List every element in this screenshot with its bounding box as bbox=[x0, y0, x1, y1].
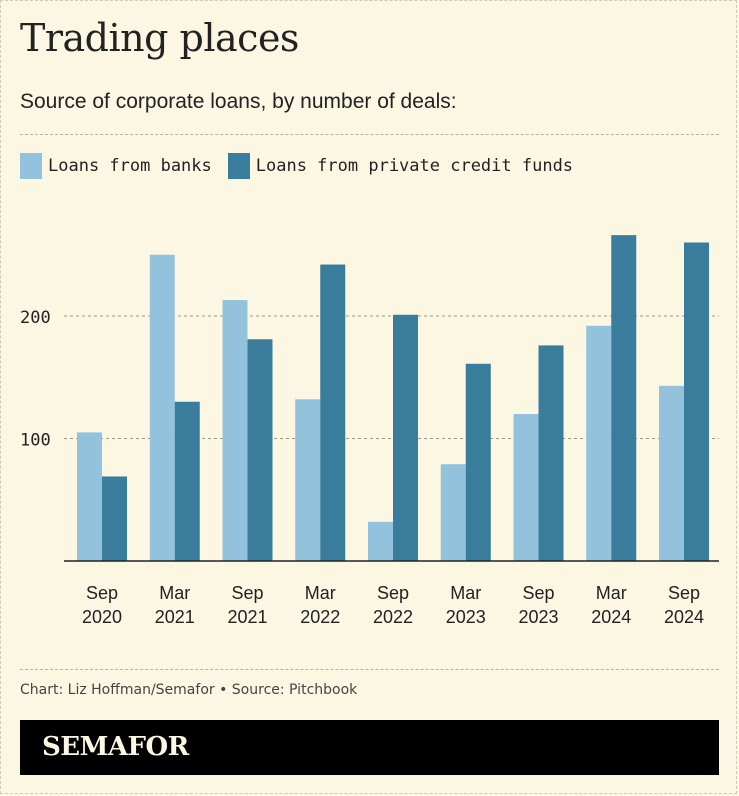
bar-private-credit bbox=[538, 345, 564, 561]
y-tick-label: 100 bbox=[20, 431, 51, 451]
x-tick-label-year: 2021 bbox=[155, 607, 195, 627]
bar-banks bbox=[586, 325, 612, 561]
legend-item-banks: Loans from banks bbox=[20, 153, 212, 179]
x-tick-label-year: 2022 bbox=[373, 607, 413, 627]
bar-banks bbox=[149, 254, 175, 561]
bottom-divider bbox=[20, 669, 719, 670]
top-divider bbox=[20, 134, 719, 135]
chart-title: Trading places bbox=[20, 16, 299, 60]
x-tick-label-month: Sep bbox=[231, 583, 263, 603]
legend-label-banks: Loans from banks bbox=[48, 156, 212, 176]
chart-subtitle: Source of corporate loans, by number of … bbox=[20, 90, 457, 113]
bar-banks bbox=[77, 432, 102, 561]
bar-private-credit bbox=[393, 314, 418, 561]
bar-banks bbox=[513, 414, 539, 561]
x-tick-label-year: 2023 bbox=[518, 607, 558, 627]
legend-item-private-credit: Loans from private credit funds bbox=[227, 153, 574, 179]
x-tick-label-year: 2024 bbox=[664, 607, 704, 627]
bar-private-credit bbox=[320, 264, 346, 561]
x-tick-label-year: 2020 bbox=[82, 607, 122, 627]
bar-chart: 100 200 Sep 2020 Mar 2021 Sep 2021 Mar 2022 Sep 202… bbox=[20, 235, 719, 627]
bar-private-credit bbox=[102, 476, 127, 561]
bar-private-credit bbox=[247, 339, 273, 561]
x-tick-label-month: Mar bbox=[450, 583, 481, 603]
bar-private-credit bbox=[174, 401, 200, 561]
bar-private-credit bbox=[465, 363, 491, 561]
y-tick-label: 200 bbox=[20, 308, 51, 328]
bar-banks bbox=[295, 399, 321, 561]
brand-logo: SEMAFOR bbox=[42, 732, 189, 762]
x-tick-label-month: Mar bbox=[159, 583, 190, 603]
bar-banks bbox=[440, 464, 466, 561]
chart-credit: Chart: Liz Hoffman/Semafor • Source: Pit… bbox=[20, 682, 358, 698]
x-tick-label-year: 2022 bbox=[300, 607, 340, 627]
x-tick-label-year: 2024 bbox=[591, 607, 631, 627]
bar-private-credit bbox=[684, 242, 709, 561]
legend-swatch-banks bbox=[20, 153, 42, 179]
x-tick-label-year: 2023 bbox=[446, 607, 486, 627]
x-tick-label-month: Sep bbox=[377, 583, 409, 603]
x-tick-label-month: Sep bbox=[522, 583, 554, 603]
x-tick-label-month: Sep bbox=[668, 583, 700, 603]
x-tick-label-year: 2021 bbox=[227, 607, 267, 627]
x-tick-label-month: Mar bbox=[596, 583, 627, 603]
x-tick-label-month: Mar bbox=[305, 583, 336, 603]
legend-label-private-credit: Loans from private credit funds bbox=[255, 156, 574, 176]
bar-banks bbox=[368, 521, 393, 561]
legend: Loans from banks Loans from private cred… bbox=[20, 153, 589, 179]
bar-banks bbox=[222, 300, 248, 561]
bar-banks bbox=[659, 385, 684, 561]
brand-bar: SEMAFOR bbox=[20, 720, 719, 775]
bar-private-credit bbox=[611, 235, 637, 561]
x-tick-label-month: Sep bbox=[86, 583, 118, 603]
legend-swatch-private-credit bbox=[227, 153, 250, 179]
